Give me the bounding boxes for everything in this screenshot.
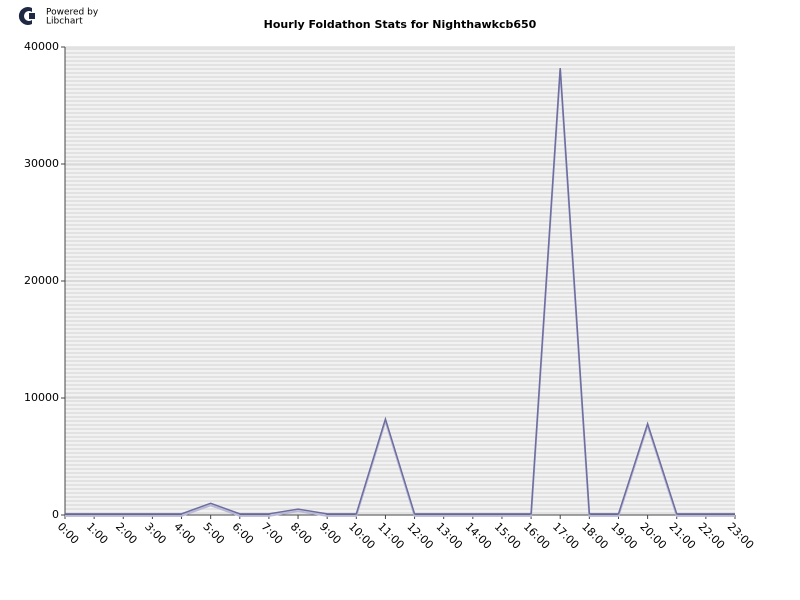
logo: Powered by Libchart (18, 7, 99, 27)
x-tick-label: 14:00 (463, 520, 495, 552)
x-tick-label: 16:00 (521, 520, 553, 552)
x-tick-label: 10:00 (346, 520, 378, 552)
data-line (65, 68, 735, 515)
x-tick-label: 18:00 (579, 520, 611, 552)
x-tick-label: 22:00 (696, 520, 728, 552)
x-tick-label: 17:00 (550, 520, 582, 552)
logo-icon (18, 7, 32, 26)
x-tick-label: 8:00 (288, 520, 315, 547)
logo-line2: Libchart (46, 17, 83, 27)
x-tick-label: 3:00 (142, 520, 169, 547)
x-tick-label: 9:00 (317, 520, 344, 547)
chart-title: Hourly Foldathon Stats for Nighthawkcb65… (264, 18, 537, 31)
x-tick-label: 4:00 (171, 520, 198, 547)
x-tick-label: 2:00 (113, 520, 140, 547)
x-tick-label: 20:00 (637, 520, 669, 552)
x-tick-label: 11:00 (375, 520, 407, 552)
x-tick-label: 23:00 (725, 520, 757, 552)
x-tick-label: 19:00 (608, 520, 640, 552)
y-tick-label: 30000 (24, 157, 59, 170)
x-tick-label: 7:00 (259, 520, 286, 547)
logo-icon-dot (29, 13, 35, 19)
x-tick-label: 21:00 (666, 520, 698, 552)
x-tick-label: 6:00 (230, 520, 257, 547)
y-tick-label: 0 (52, 508, 59, 521)
x-tick-label: 5:00 (200, 520, 227, 547)
x-tick-label: 13:00 (433, 520, 465, 552)
y-tick-label: 10000 (24, 391, 59, 404)
x-tick-label: 12:00 (404, 520, 436, 552)
y-tick-label: 40000 (24, 40, 59, 53)
y-tick-label: 20000 (24, 274, 59, 287)
x-tick-label: 1:00 (84, 520, 111, 547)
x-tick-label: 15:00 (492, 520, 524, 552)
x-tick-label: 0:00 (55, 520, 82, 547)
logo-line1: Powered by (46, 8, 99, 18)
